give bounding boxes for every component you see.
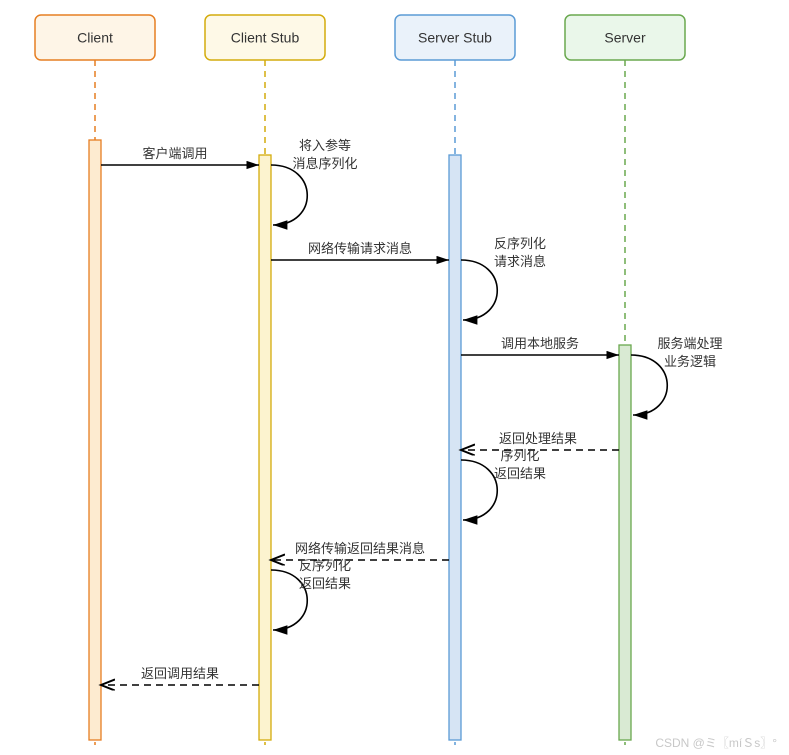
- message-0: 客户端调用: [101, 146, 259, 165]
- message-6: 返回处理结果: [461, 431, 619, 450]
- message-3: 反序列化请求消息: [461, 236, 546, 320]
- self-label-9-1: 反序列化: [299, 558, 351, 573]
- self-label-5-2: 业务逻辑: [664, 354, 716, 369]
- message-10: 返回调用结果: [101, 666, 259, 685]
- message-label-2: 网络传输请求消息: [308, 241, 412, 256]
- self-label-3-1: 反序列化: [494, 236, 546, 251]
- self-label-1-2: 消息序列化: [292, 156, 357, 171]
- lifeline-label-client: Client: [77, 30, 113, 46]
- message-label-4: 调用本地服务: [501, 336, 579, 351]
- message-label-8: 网络传输返回结果消息: [295, 541, 425, 556]
- watermark: CSDN @ミ〖míＳs〗°: [655, 736, 777, 750]
- message-7: 序列化返回结果: [461, 448, 546, 520]
- message-2: 网络传输请求消息: [271, 241, 449, 260]
- sequence-diagram: Client Client Stub Server Stub Server 客户端调用 将…: [0, 0, 789, 755]
- self-label-5-1: 服务端处理: [657, 336, 722, 351]
- self-label-7-1: 序列化: [500, 448, 539, 463]
- lifeline-client: Client: [35, 15, 155, 745]
- message-label-10: 返回调用结果: [141, 666, 219, 681]
- message-label-6: 返回处理结果: [499, 431, 577, 446]
- message-5: 服务端处理业务逻辑: [631, 336, 723, 415]
- lifeline-label-server-stub: Server Stub: [418, 30, 492, 46]
- message-8: 网络传输返回结果消息: [271, 541, 449, 560]
- message-1: 将入参等消息序列化: [271, 138, 358, 225]
- message-4: 调用本地服务: [461, 336, 619, 355]
- lifeline-server-stub: Server Stub: [395, 15, 515, 745]
- lifeline-label-client-stub: Client Stub: [231, 30, 300, 46]
- lifeline-label-server: Server: [604, 30, 646, 46]
- self-label-1-1: 将入参等: [299, 138, 351, 153]
- self-label-7-2: 返回结果: [494, 466, 546, 481]
- lifeline-client-stub: Client Stub: [205, 15, 325, 745]
- self-label-9-2: 返回结果: [299, 576, 351, 591]
- self-label-3-2: 请求消息: [494, 254, 546, 269]
- message-label-0: 客户端调用: [142, 146, 207, 161]
- message-9: 反序列化返回结果: [271, 558, 351, 630]
